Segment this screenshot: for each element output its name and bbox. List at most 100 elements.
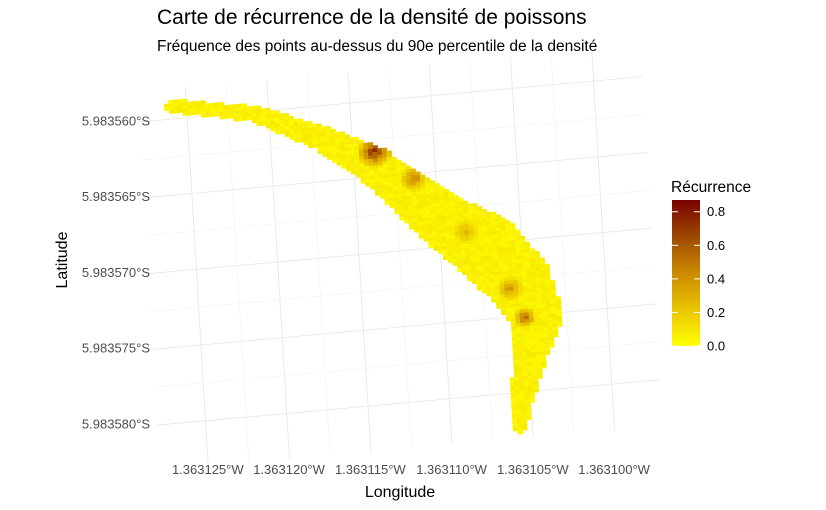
heatmap-cell bbox=[341, 164, 348, 169]
heatmap-cell bbox=[497, 247, 504, 252]
heatmap-cell bbox=[516, 343, 523, 348]
heatmap-cell bbox=[494, 271, 500, 276]
heatmap-cell bbox=[177, 109, 184, 113]
heatmap-cell bbox=[528, 312, 535, 316]
heatmap-cell bbox=[449, 218, 456, 223]
heatmap-cell bbox=[456, 251, 463, 256]
heatmap-cell bbox=[214, 102, 220, 107]
heatmap-cell bbox=[519, 306, 525, 311]
heatmap-cell bbox=[499, 274, 505, 279]
heatmap-cell bbox=[556, 312, 562, 317]
heatmap-cell bbox=[511, 333, 518, 338]
heatmap-cell bbox=[520, 245, 526, 250]
heatmap-cell bbox=[530, 335, 536, 340]
heatmap-cell bbox=[527, 365, 534, 370]
heatmap-cell bbox=[391, 160, 398, 165]
heatmap-cell bbox=[532, 298, 539, 303]
heatmap-cell bbox=[506, 247, 513, 251]
heatmap-cell bbox=[442, 246, 449, 250]
heatmap-cell bbox=[535, 277, 542, 282]
heatmap-cell bbox=[527, 369, 534, 373]
heatmap-cell bbox=[270, 124, 276, 129]
heatmap-cell bbox=[518, 289, 524, 294]
heatmap-cell bbox=[522, 282, 529, 287]
heatmap-cell bbox=[200, 100, 206, 105]
heatmap-cell bbox=[518, 363, 524, 368]
heatmap-cell bbox=[387, 177, 394, 182]
heatmap-cell bbox=[379, 191, 386, 196]
heatmap-cell bbox=[284, 126, 290, 131]
heatmap-cell bbox=[531, 365, 538, 370]
heatmap-cell bbox=[345, 154, 352, 159]
heatmap-cell bbox=[540, 347, 546, 352]
heatmap-cell bbox=[316, 136, 323, 141]
heatmap-cell bbox=[359, 159, 366, 164]
heatmap-cell bbox=[437, 243, 444, 248]
heatmap-cell bbox=[429, 180, 435, 185]
heatmap-cell bbox=[528, 382, 535, 387]
heatmap-cell bbox=[491, 295, 497, 300]
heatmap-cell bbox=[538, 321, 545, 326]
heatmap-cell bbox=[522, 279, 528, 283]
heatmap-cell bbox=[354, 160, 361, 165]
heatmap-cell bbox=[453, 204, 460, 209]
heatmap-cell bbox=[393, 196, 400, 201]
heatmap-cell bbox=[490, 288, 497, 293]
heatmap-cell bbox=[495, 291, 502, 296]
heatmap-cell bbox=[450, 225, 456, 230]
heatmap-cell bbox=[536, 361, 542, 366]
heatmap-cell bbox=[274, 110, 280, 115]
heatmap-cell bbox=[475, 256, 481, 261]
heatmap-cell bbox=[529, 248, 536, 253]
heatmap-cell bbox=[458, 214, 465, 219]
heatmap-cell bbox=[172, 99, 179, 104]
heatmap-cell bbox=[551, 306, 557, 311]
heatmap-cell bbox=[426, 214, 433, 218]
heatmap-cell bbox=[509, 380, 516, 385]
heatmap-cell bbox=[455, 231, 461, 236]
heatmap-cell bbox=[307, 140, 314, 145]
heatmap-cell bbox=[358, 146, 365, 151]
heatmap-cell bbox=[403, 212, 410, 217]
heatmap-cell bbox=[384, 201, 391, 205]
heatmap-cell bbox=[283, 123, 290, 127]
heatmap-cell bbox=[526, 355, 533, 360]
heatmap-cell bbox=[514, 303, 521, 308]
heatmap-cell bbox=[538, 327, 545, 332]
heatmap-cell bbox=[515, 397, 522, 401]
heatmap-cells bbox=[163, 98, 563, 435]
heatmap-cell bbox=[368, 152, 374, 157]
heatmap-cell bbox=[430, 196, 436, 201]
heatmap-cell bbox=[556, 316, 563, 321]
heatmap-cell bbox=[536, 281, 542, 286]
heatmap-cell bbox=[191, 107, 198, 112]
heatmap-cell bbox=[515, 316, 521, 321]
heatmap-cell bbox=[335, 138, 341, 143]
heatmap-cell bbox=[470, 250, 476, 255]
heatmap-cell bbox=[525, 409, 532, 414]
heatmap-cell bbox=[205, 113, 212, 118]
heatmap-cell bbox=[429, 186, 436, 191]
heatmap-cell bbox=[421, 207, 428, 212]
heatmap-cell bbox=[516, 266, 523, 271]
heatmap-cell bbox=[532, 375, 539, 380]
heatmap-cell bbox=[330, 138, 337, 143]
heatmap-cell bbox=[497, 254, 504, 259]
heatmap-cell bbox=[393, 186, 399, 191]
heatmap-cell bbox=[423, 231, 429, 235]
heatmap-cell bbox=[509, 297, 516, 301]
heatmap-cell bbox=[274, 120, 281, 125]
legend-tick-label: 0.0 bbox=[707, 339, 725, 354]
heatmap-cell bbox=[312, 140, 319, 145]
heatmap-cell bbox=[520, 319, 526, 324]
heatmap-cell bbox=[513, 363, 520, 368]
heatmap-cell bbox=[461, 264, 468, 269]
heatmap-cell bbox=[511, 407, 518, 412]
heatmap-cell bbox=[446, 239, 453, 243]
heatmap-cell bbox=[524, 392, 531, 397]
heatmap-cell bbox=[435, 209, 442, 214]
heatmap-cell bbox=[367, 142, 374, 147]
heatmap-cell bbox=[394, 210, 401, 215]
heatmap-cell bbox=[498, 257, 504, 262]
heatmap-cell bbox=[510, 236, 517, 241]
